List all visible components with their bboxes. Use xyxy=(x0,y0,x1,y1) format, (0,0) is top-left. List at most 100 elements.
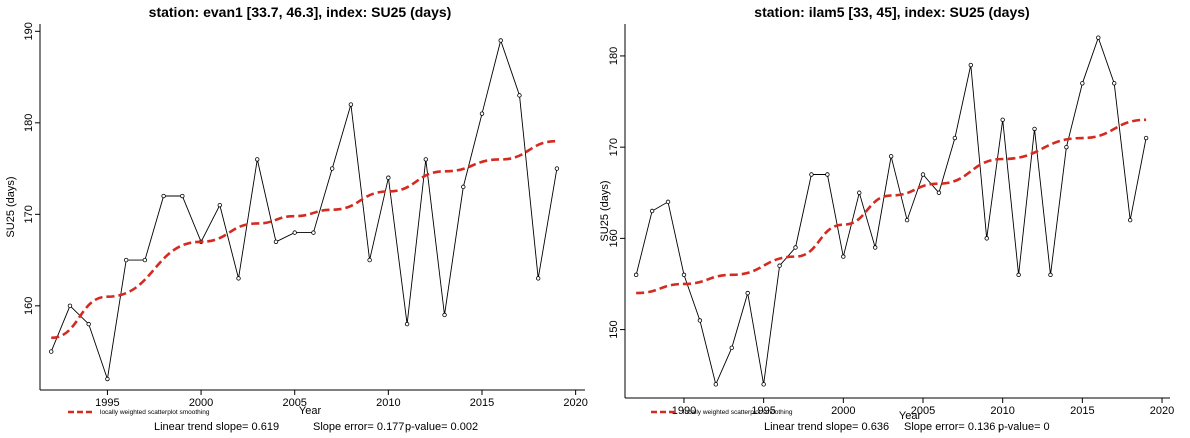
data-point xyxy=(1016,272,1021,278)
data-point xyxy=(713,382,719,387)
legend-trend-label: locally weighted scatterplot smoothing xyxy=(100,409,210,416)
data-point xyxy=(498,38,503,43)
data-point xyxy=(535,276,541,281)
chart-svg-left: station: evan1 [33.7, 46.3], index: SU25… xyxy=(5,4,588,433)
data-point xyxy=(665,199,671,205)
data-point xyxy=(968,62,974,68)
data-point xyxy=(920,172,926,177)
data-point xyxy=(217,202,222,208)
data-point xyxy=(517,93,522,98)
x-tick-label: 2020 xyxy=(563,397,587,409)
x-tick-label: 2000 xyxy=(189,397,213,409)
data-point xyxy=(329,166,335,171)
x-tick-label: 1990 xyxy=(672,405,696,417)
data-point xyxy=(348,102,354,107)
data-point xyxy=(67,303,73,309)
data-point xyxy=(841,254,846,259)
x-tick-label: 1995 xyxy=(95,397,119,409)
x-axis-label: Year xyxy=(299,405,322,417)
chart-panel-left: station: evan1 [33.7, 46.3], index: SU25… xyxy=(5,4,588,433)
y-axis-label: SU25 (days) xyxy=(599,180,611,241)
data-point xyxy=(1032,126,1037,132)
data-point xyxy=(386,175,391,180)
data-point xyxy=(161,193,166,199)
data-point xyxy=(86,321,91,327)
data-point xyxy=(1080,81,1085,86)
data-point xyxy=(142,257,148,263)
chart-svg-right: station: ilam5 [33, 45], index: SU25 (da… xyxy=(599,4,1174,433)
data-point xyxy=(745,290,750,296)
data-point xyxy=(697,318,703,323)
x-axis-label: Year xyxy=(899,410,922,422)
trend-slope-text: Linear trend slope= 0.619 xyxy=(154,421,279,433)
legend-trend-label: locally weighted scatterplot smoothing xyxy=(683,409,793,416)
data-point xyxy=(1127,217,1133,223)
data-point xyxy=(809,172,814,177)
series-line xyxy=(635,36,1147,386)
data-point xyxy=(367,257,372,263)
y-tick-label: 180 xyxy=(608,47,620,65)
data-point xyxy=(1064,144,1069,150)
data-point xyxy=(872,245,878,250)
data-point xyxy=(123,257,129,263)
data-point xyxy=(105,376,110,382)
data-point xyxy=(479,111,485,116)
x-tick-label: 2015 xyxy=(1070,405,1094,417)
x-tick-label: 1995 xyxy=(751,405,775,417)
data-point xyxy=(649,208,655,214)
y-axis-label: SU25 (days) xyxy=(5,176,17,237)
p-value-text: p-value= 0 xyxy=(998,421,1050,433)
data-point xyxy=(1048,272,1053,278)
slope-error-text: Slope error= 0.177 , xyxy=(313,421,411,433)
data-point xyxy=(404,321,410,327)
x-tick-label: 2005 xyxy=(911,405,935,417)
data-point xyxy=(273,239,279,244)
y-tick-label: 160 xyxy=(23,297,35,315)
x-tick-label: 2000 xyxy=(831,405,855,417)
data-point xyxy=(857,190,862,195)
y-tick-label: 170 xyxy=(608,138,620,156)
data-point xyxy=(180,193,185,199)
data-point xyxy=(793,245,798,250)
data-point xyxy=(255,157,260,162)
y-tick-label: 190 xyxy=(23,22,35,40)
y-tick-label: 160 xyxy=(608,229,620,247)
data-point xyxy=(1000,117,1005,122)
data-point xyxy=(681,272,687,278)
data-point xyxy=(461,184,466,190)
data-point xyxy=(1112,81,1117,86)
p-value-text: p-value= 0.002 xyxy=(405,421,478,433)
chart-title: station: evan1 [33.7, 46.3], index: SU25… xyxy=(149,4,452,20)
x-tick-label: 2010 xyxy=(376,397,400,409)
y-tick-label: 170 xyxy=(23,205,35,223)
x-tick-label: 2005 xyxy=(282,397,306,409)
trend-slope-text: Linear trend slope= 0.636 xyxy=(764,421,889,433)
chart-title: station: ilam5 [33, 45], index: SU25 (da… xyxy=(754,4,1029,20)
data-point xyxy=(825,172,830,177)
y-tick-label: 180 xyxy=(23,114,35,132)
trend-line xyxy=(51,139,557,340)
data-point xyxy=(904,217,910,223)
chart-panel-right: station: ilam5 [33, 45], index: SU25 (da… xyxy=(595,0,1190,438)
data-point xyxy=(442,312,447,318)
data-point xyxy=(936,190,942,195)
data-point xyxy=(633,272,639,278)
data-point xyxy=(729,345,734,351)
data-point xyxy=(554,166,560,171)
data-point xyxy=(49,349,54,354)
x-tick-label: 2010 xyxy=(990,405,1014,417)
data-point xyxy=(1143,135,1149,141)
series-line xyxy=(50,38,558,380)
y-tick-label: 150 xyxy=(608,320,620,338)
trend-line xyxy=(636,118,1147,295)
data-point xyxy=(423,157,429,162)
slope-error-text: Slope error= 0.136 , xyxy=(904,421,1002,433)
data-point xyxy=(952,135,958,141)
data-point xyxy=(888,154,894,159)
data-point xyxy=(984,236,989,241)
x-tick-label: 2015 xyxy=(470,397,494,409)
x-tick-label: 2020 xyxy=(1150,405,1174,417)
data-point xyxy=(236,276,241,281)
data-point xyxy=(292,230,297,235)
data-point xyxy=(761,382,766,387)
